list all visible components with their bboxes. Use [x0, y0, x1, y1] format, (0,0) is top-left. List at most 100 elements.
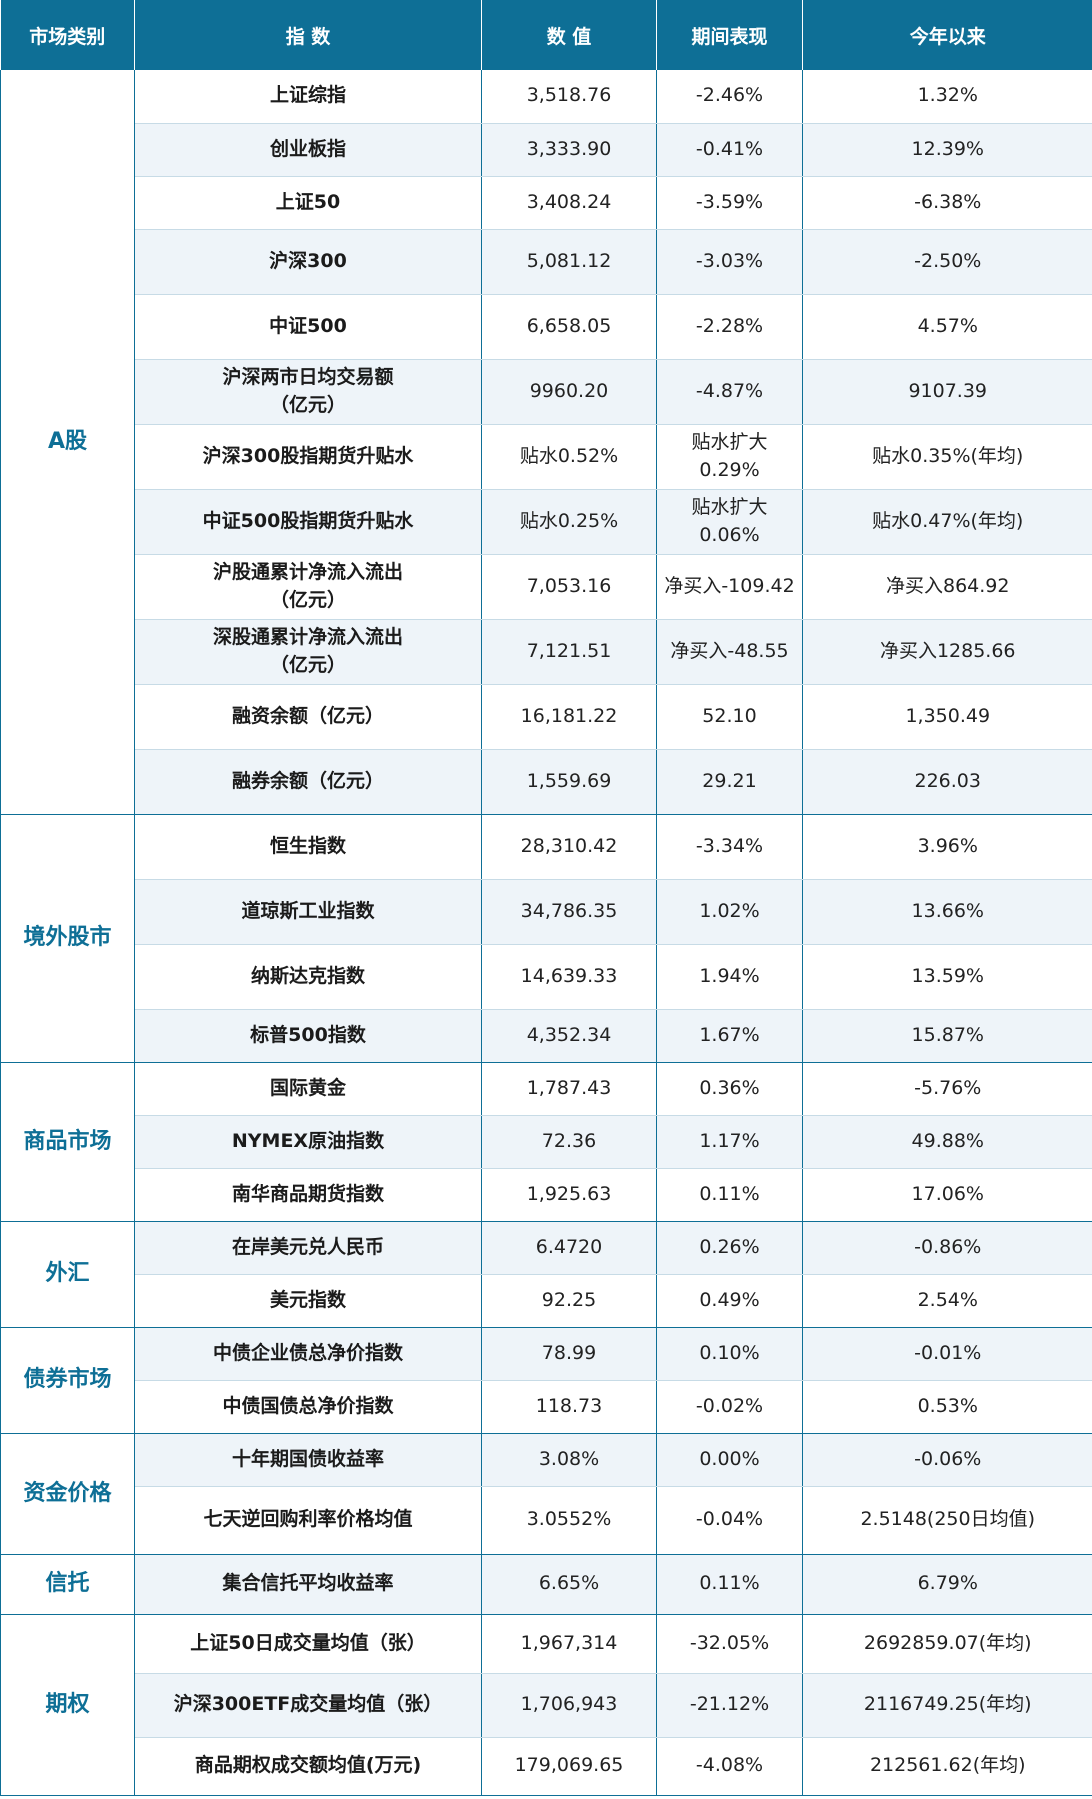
- value-cell: 3,518.76: [481, 70, 657, 124]
- value-cell: 1,787.43: [481, 1062, 657, 1116]
- period-performance-cell: -0.41%: [656, 123, 803, 177]
- period-performance-cell: 0.11%: [656, 1168, 803, 1222]
- table-row: A股 上证综指 3,518.76 -2.46% 1.32%: [0, 70, 1092, 815]
- index-name-cell: 集合信托平均收益率: [134, 1554, 482, 1615]
- index-name-cell: 中债企业债总净价指数: [134, 1327, 482, 1381]
- index-name-cell: 沪深300ETF成交量均值（张）: [134, 1673, 482, 1738]
- value-cell: 1,559.69: [481, 749, 657, 815]
- index-name-cell: 沪深300股指期货升贴水: [134, 424, 482, 490]
- index-name-cell: 南华商品期货指数: [134, 1168, 482, 1222]
- table-row: 沪深300 5,081.12 -3.03% -2.50%: [1, 229, 1092, 295]
- value-cell: 1,967,314: [481, 1614, 657, 1674]
- ytd-cell: 贴水0.35%(年均): [802, 424, 1092, 490]
- period-performance-cell: 0.11%: [656, 1554, 803, 1615]
- value-cell: 6,658.05: [481, 294, 657, 360]
- value-cell: 1,706,943: [481, 1673, 657, 1738]
- table-row: 沪股通累计净流入流出 （亿元） 7,053.16 净买入-109.42 净买入864.9…: [1, 554, 1092, 620]
- value-cell: 118.73: [481, 1380, 657, 1434]
- index-name-cell: 中债国债总净价指数: [134, 1380, 482, 1434]
- period-performance-cell: -2.46%: [656, 70, 803, 124]
- market-category-cell: 债券市场: [0, 1327, 135, 1434]
- ytd-cell: 2116749.25(年均): [802, 1673, 1092, 1738]
- index-name-cell: 沪深两市日均交易额 （亿元）: [134, 359, 482, 425]
- period-performance-cell: 1.02%: [656, 879, 803, 945]
- period-performance-cell: 0.36%: [656, 1062, 803, 1116]
- period-performance-cell: -4.08%: [656, 1737, 803, 1796]
- index-name-cell: 上证50日成交量均值（张）: [134, 1614, 482, 1674]
- header-year-to-date: 今年以来: [802, 0, 1092, 70]
- index-name-cell: 创业板指: [134, 123, 482, 177]
- value-cell: 14,639.33: [481, 944, 657, 1010]
- table-row: 标普500指数 4,352.34 1.67% 15.87%: [1, 1009, 1092, 1063]
- period-performance-cell: 贴水扩大 0.29%: [656, 424, 803, 490]
- market-category-cell: 外汇: [0, 1221, 135, 1328]
- ytd-cell: 4.57%: [802, 294, 1092, 360]
- header-period-performance: 期间表现: [656, 0, 803, 70]
- value-cell: 16,181.22: [481, 684, 657, 750]
- table-row: 深股通累计净流入流出 （亿元） 7,121.51 净买入-48.55 净买入1285.6…: [1, 619, 1092, 685]
- period-performance-cell: 1.17%: [656, 1115, 803, 1169]
- ytd-cell: -0.86%: [802, 1221, 1092, 1275]
- index-name-cell: 七天逆回购利率价格均值: [134, 1486, 482, 1555]
- period-performance-cell: -3.34%: [656, 814, 803, 880]
- index-name-cell: 中证500股指期货升贴水: [134, 489, 482, 555]
- ytd-cell: -0.01%: [802, 1327, 1092, 1381]
- value-cell: 34,786.35: [481, 879, 657, 945]
- table-row: 沪深300ETF成交量均值（张） 1,706,943 -21.12% 2116749.…: [1, 1673, 1092, 1738]
- ytd-cell: -6.38%: [802, 176, 1092, 230]
- ytd-cell: 6.79%: [802, 1554, 1092, 1615]
- table-row: 美元指数 92.25 0.49% 2.54%: [1, 1274, 1092, 1328]
- index-name-cell: 在岸美元兑人民币: [134, 1221, 482, 1275]
- table-row: 商品期权成交额均值(万元) 179,069.65 -4.08% 212561.62(年…: [1, 1737, 1092, 1796]
- ytd-cell: 净买入1285.66: [802, 619, 1092, 685]
- ytd-cell: 1,350.49: [802, 684, 1092, 750]
- period-performance-cell: 1.94%: [656, 944, 803, 1010]
- index-name-cell: 融券余额（亿元）: [134, 749, 482, 815]
- index-name-cell: 国际黄金: [134, 1062, 482, 1116]
- index-name-cell: 沪深300: [134, 229, 482, 295]
- index-name-cell: 中证500: [134, 294, 482, 360]
- market-category-cell: 信托: [0, 1554, 135, 1615]
- table-row: 资金价格 十年期国债收益率 3.08% 0.00% -0.06%: [0, 1433, 1092, 1555]
- period-performance-cell: 0.10%: [656, 1327, 803, 1381]
- table-row: 七天逆回购利率价格均值 3.0552% -0.04% 2.5148(250日均值): [1, 1486, 1092, 1555]
- market-category-cell: 资金价格: [0, 1433, 135, 1555]
- value-cell: 贴水0.25%: [481, 489, 657, 555]
- ytd-cell: 15.87%: [802, 1009, 1092, 1063]
- market-category-cell: 期权: [0, 1614, 135, 1796]
- period-performance-cell: 净买入-48.55: [656, 619, 803, 685]
- period-performance-cell: 净买入-109.42: [656, 554, 803, 620]
- table-row: 中证500股指期货升贴水 贴水0.25% 贴水扩大 0.06% 贴水0.47%(年均): [1, 489, 1092, 555]
- period-performance-cell: 0.26%: [656, 1221, 803, 1275]
- ytd-cell: -0.06%: [802, 1433, 1092, 1487]
- value-cell: 6.4720: [481, 1221, 657, 1275]
- table-row: 沪深300股指期货升贴水 贴水0.52% 贴水扩大 0.29% 贴水0.35%(年均): [1, 424, 1092, 490]
- period-performance-cell: -0.02%: [656, 1380, 803, 1434]
- period-performance-cell: -4.87%: [656, 359, 803, 425]
- index-name-cell: NYMEX原油指数: [134, 1115, 482, 1169]
- period-performance-cell: -3.03%: [656, 229, 803, 295]
- ytd-cell: 9107.39: [802, 359, 1092, 425]
- ytd-cell: 13.66%: [802, 879, 1092, 945]
- ytd-cell: 贴水0.47%(年均): [802, 489, 1092, 555]
- index-name-cell: 十年期国债收益率: [134, 1433, 482, 1487]
- table-row: 纳斯达克指数 14,639.33 1.94% 13.59%: [1, 944, 1092, 1010]
- period-performance-cell: -32.05%: [656, 1614, 803, 1674]
- index-name-cell: 美元指数: [134, 1274, 482, 1328]
- ytd-cell: 净买入864.92: [802, 554, 1092, 620]
- market-category-cell: 境外股市: [0, 814, 135, 1063]
- index-name-cell: 标普500指数: [134, 1009, 482, 1063]
- table-row: 融券余额（亿元） 1,559.69 29.21 226.03: [1, 749, 1092, 815]
- header-row: 市场类别 指 数 数 值 期间表现 今年以来: [0, 0, 1092, 70]
- header-value: 数 值: [481, 0, 657, 70]
- period-performance-cell: 29.21: [656, 749, 803, 815]
- value-cell: 贴水0.52%: [481, 424, 657, 490]
- ytd-cell: 0.53%: [802, 1380, 1092, 1434]
- value-cell: 1,925.63: [481, 1168, 657, 1222]
- table-row: 债券市场 中债企业债总净价指数 78.99 0.10% -0.01%: [0, 1327, 1092, 1434]
- period-performance-cell: -21.12%: [656, 1673, 803, 1738]
- value-cell: 7,121.51: [481, 619, 657, 685]
- value-cell: 9960.20: [481, 359, 657, 425]
- index-name-cell: 上证综指: [134, 70, 482, 124]
- period-performance-cell: 1.67%: [656, 1009, 803, 1063]
